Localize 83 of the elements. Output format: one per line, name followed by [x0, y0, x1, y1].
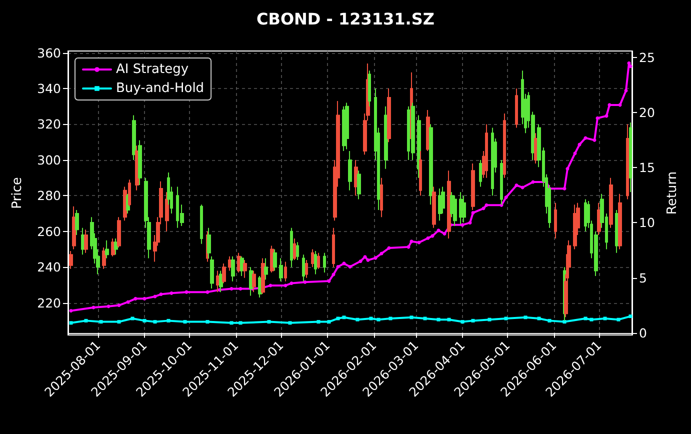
candlestick: [273, 248, 277, 272]
candlestick: [384, 106, 388, 170]
candlestick: [609, 177, 613, 228]
y-axis-title: Price: [10, 177, 25, 209]
candlestick: [75, 209, 79, 236]
candlestick: [317, 252, 320, 270]
legend-label: Buy-and-Hold: [116, 81, 204, 96]
candlestick: [132, 114, 136, 160]
candlestick: [111, 238, 115, 257]
y-tick-label: 300: [37, 152, 62, 168]
candlestick: [447, 170, 451, 240]
y2-tick-label: 10: [639, 215, 655, 230]
candlestick: [462, 195, 466, 223]
candlestick: [138, 140, 142, 186]
candlestick: [515, 88, 518, 128]
candlestick: [453, 195, 457, 227]
candlestick: [222, 263, 226, 284]
candlestick: [500, 159, 503, 206]
candlestick: [284, 261, 287, 282]
candlestick: [210, 256, 214, 290]
candlestick: [432, 186, 436, 228]
candlestick: [279, 258, 283, 282]
candlestick: [323, 252, 326, 273]
y2-tick-label: 20: [639, 105, 655, 120]
candlestick: [84, 229, 88, 254]
candlestick: [573, 204, 577, 250]
candlestick: [114, 238, 118, 256]
candlestick: [72, 206, 76, 250]
candlestick: [302, 254, 305, 282]
candlestick: [105, 240, 109, 259]
candlestick: [597, 202, 601, 236]
candlestick: [380, 177, 383, 218]
y2-tick-label: 25: [639, 50, 655, 66]
y-tick-label: 260: [37, 224, 62, 239]
candlestick: [200, 204, 203, 244]
candlestick: [240, 256, 244, 277]
y-tick-label: 220: [37, 295, 62, 310]
candlestick: [618, 193, 622, 250]
candlestick: [345, 102, 349, 150]
candlestick: [554, 202, 557, 240]
chart-title: CBOND - 123131.SZ: [256, 10, 434, 28]
y-tick-label: 280: [37, 188, 62, 204]
candlestick: [491, 127, 494, 196]
candlestick: [293, 238, 296, 260]
candlestick: [264, 258, 268, 280]
y2-axis-title: Return: [664, 171, 680, 215]
candlestick: [296, 242, 299, 260]
y-tick-label: 360: [37, 45, 62, 60]
candlestick: [249, 266, 253, 296]
candlestick: [485, 124, 488, 178]
y-tick-label: 320: [37, 116, 62, 132]
candlestick: [102, 246, 106, 270]
candlestick: [471, 163, 475, 210]
candlestick: [357, 170, 361, 200]
candlestick: [459, 192, 463, 225]
candlestick: [290, 227, 293, 268]
candlestick: [626, 124, 629, 200]
candlestick: [216, 270, 220, 293]
candlestick: [305, 259, 308, 278]
candlestick: [387, 88, 391, 143]
candlestick: [503, 113, 506, 178]
candlestick: [252, 270, 256, 293]
y-tick-label: 340: [37, 81, 62, 96]
y2-tick-label: 5: [639, 270, 647, 286]
candlestick: [231, 256, 235, 282]
candlestick: [314, 250, 317, 275]
candlestick: [354, 159, 358, 196]
candlestick: [479, 159, 482, 188]
y2-tick-label: 15: [639, 160, 655, 176]
candlestick: [117, 216, 121, 248]
candlestick: [243, 259, 247, 278]
candlestick: [438, 188, 442, 222]
candlestick: [584, 198, 587, 232]
y2-tick-label: 0: [639, 325, 647, 340]
legend-label: AI Strategy: [116, 62, 189, 77]
candlestick: [69, 250, 73, 270]
y-tick-label: 240: [37, 260, 62, 275]
candlestick: [332, 227, 335, 268]
candlestick: [311, 248, 314, 268]
candlestick: [219, 270, 223, 293]
candlestick: [629, 122, 632, 193]
candlestick: [348, 150, 352, 191]
candlestick: [429, 124, 433, 206]
